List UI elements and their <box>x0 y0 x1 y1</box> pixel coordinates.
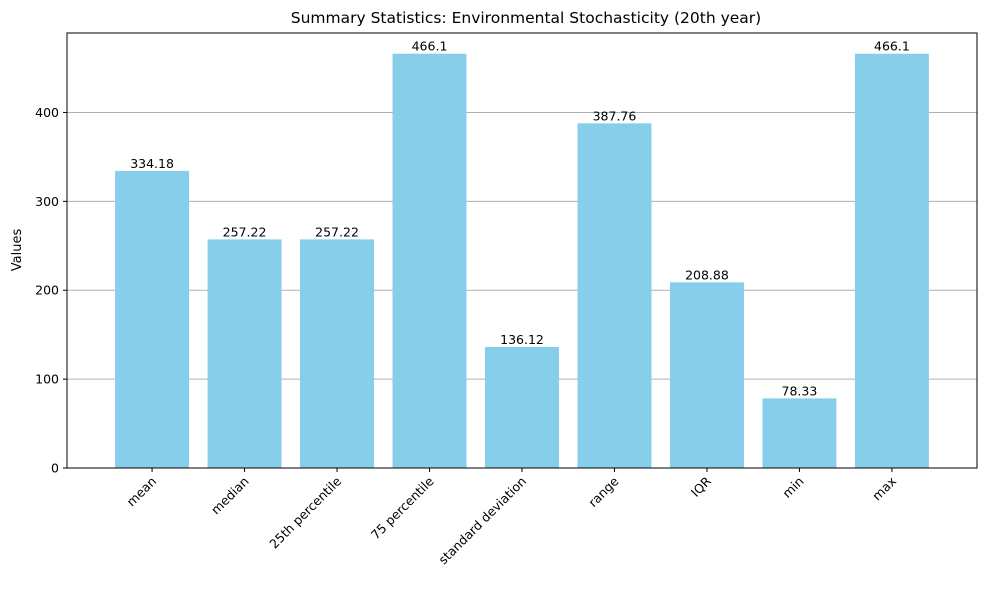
bar <box>577 123 652 469</box>
y-axis-ticks: 0 100 200 300 400 <box>35 105 67 476</box>
bar <box>669 282 744 468</box>
bar-value-label: 257.22 <box>223 224 267 239</box>
bar <box>207 239 282 468</box>
bar <box>485 347 559 468</box>
bar-value-label: 387.76 <box>593 108 637 123</box>
x-tick-label: IQR <box>688 473 715 500</box>
x-tick-label: mean <box>124 474 160 510</box>
bar <box>115 170 190 468</box>
x-tick-label: min <box>779 474 806 501</box>
x-axis-ticks: mean median 25th percentile 75 percentilest… <box>124 468 899 568</box>
bar-value-label: 466.1 <box>412 39 448 54</box>
bar-value-label: 466.1 <box>874 39 910 54</box>
bar <box>854 53 929 468</box>
bar-value-label: 136.12 <box>500 332 544 347</box>
y-tick-label: 100 <box>35 372 59 387</box>
y-axis-label: Values <box>10 229 25 272</box>
bars <box>115 53 929 469</box>
bar-value-label: 78.33 <box>782 383 818 398</box>
x-tick-label: median <box>208 474 252 518</box>
bar-value-label: 334.18 <box>130 156 174 171</box>
x-tick-label: 75 percentile <box>368 473 437 542</box>
y-tick-label: 0 <box>51 461 59 476</box>
x-tick-label: standard deviation <box>435 474 529 568</box>
bar-value-label: 257.22 <box>315 224 359 239</box>
x-tick-label: range <box>585 473 622 510</box>
y-tick-label: 300 <box>35 194 59 209</box>
bar <box>762 398 837 468</box>
y-tick-label: 200 <box>35 283 59 298</box>
bar <box>392 53 467 468</box>
x-tick-label: 25th percentile <box>266 473 344 551</box>
bar-value-label: 208.88 <box>685 267 729 282</box>
bar-value-labels: 334.18 257.22 257.22 466.1 136.12 387.76 208.8… <box>130 39 910 399</box>
bar <box>300 239 375 468</box>
x-tick-label: max <box>869 474 899 504</box>
chart-title: Summary Statistics: Environmental Stocha… <box>291 9 761 27</box>
y-tick-label: 400 <box>35 105 59 120</box>
